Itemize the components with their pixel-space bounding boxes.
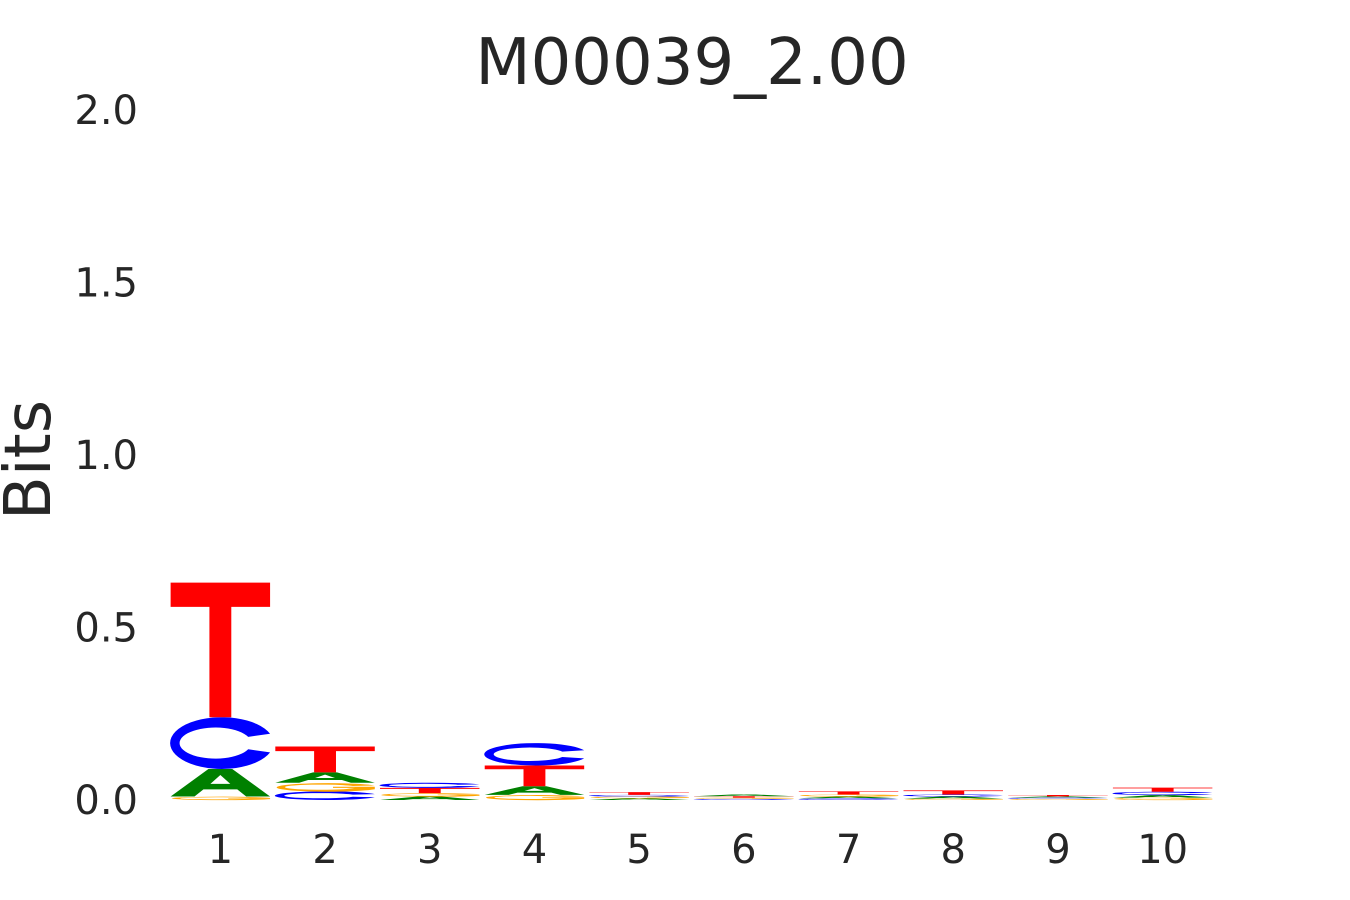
logo-letter-C bbox=[484, 743, 585, 766]
logo-letter-C bbox=[798, 798, 899, 800]
logo-column bbox=[484, 743, 585, 801]
y-tick-label: 0.0 bbox=[74, 778, 138, 824]
x-tick-label: 6 bbox=[731, 827, 756, 873]
y-tick-label: 0.5 bbox=[74, 606, 138, 652]
logo-letter-A bbox=[903, 796, 1003, 799]
logo-letter-T bbox=[694, 796, 794, 798]
logo-letter-A bbox=[798, 796, 899, 799]
logo-letter-T bbox=[798, 791, 899, 795]
logo-letter-A bbox=[275, 772, 375, 783]
logo-letter-G bbox=[800, 794, 899, 797]
y-axis-ticks: 0.0 0.5 1.0 1.5 2.0 bbox=[74, 88, 138, 824]
logo-column bbox=[1112, 787, 1213, 801]
x-tick-label: 8 bbox=[941, 827, 966, 873]
logo-column bbox=[1007, 795, 1108, 801]
logo-letter-C bbox=[693, 798, 794, 800]
logo-letter-T bbox=[380, 787, 480, 794]
logo-letter-C bbox=[588, 794, 689, 797]
y-tick-label: 1.5 bbox=[74, 261, 138, 307]
y-tick-label: 2.0 bbox=[74, 88, 138, 134]
y-tick-label: 1.0 bbox=[74, 433, 138, 479]
logo-letter-C bbox=[903, 794, 1003, 797]
logo-letter-G bbox=[904, 798, 1003, 801]
logo-letter-A bbox=[694, 794, 794, 797]
logo-letter-T bbox=[170, 582, 271, 718]
logo-letter-G bbox=[381, 793, 480, 797]
logo-letter-G bbox=[1009, 798, 1108, 801]
logo-letter-G bbox=[695, 797, 794, 799]
logo-letter-A bbox=[380, 796, 480, 800]
logo-letter-A bbox=[170, 768, 271, 797]
x-axis-ticks: 1 2 3 4 5 6 7 8 9 10 bbox=[208, 827, 1188, 873]
x-tick-label: 4 bbox=[522, 827, 547, 873]
logo-column bbox=[379, 782, 480, 800]
logo-letter-T bbox=[903, 790, 1003, 795]
logo-columns bbox=[170, 582, 1213, 801]
x-tick-label: 10 bbox=[1137, 827, 1188, 873]
x-tick-label: 9 bbox=[1045, 827, 1070, 873]
logo-letter-A bbox=[589, 798, 689, 800]
logo-letter-G bbox=[171, 796, 271, 801]
logo-column bbox=[903, 790, 1003, 801]
logo-letter-A bbox=[1008, 796, 1108, 798]
x-tick-label: 5 bbox=[626, 827, 651, 873]
logo-letter-C bbox=[274, 791, 375, 800]
logo-letter-T bbox=[1112, 787, 1213, 792]
x-tick-label: 2 bbox=[312, 827, 337, 873]
logo-letter-T bbox=[1008, 795, 1108, 797]
logo-letter-A bbox=[484, 786, 585, 795]
logo-letter-G bbox=[276, 783, 375, 792]
logo-letter-C bbox=[1007, 797, 1108, 799]
logo-letter-A bbox=[1112, 795, 1213, 798]
y-axis-label: Bits bbox=[0, 400, 66, 520]
logo-column bbox=[588, 792, 689, 800]
logo-letter-T bbox=[484, 765, 585, 787]
logo-letter-G bbox=[486, 795, 585, 801]
logo-letter-T bbox=[275, 746, 375, 773]
x-tick-label: 3 bbox=[417, 827, 442, 873]
chart-title: M00039_2.00 bbox=[475, 26, 908, 100]
logo-column bbox=[798, 791, 899, 800]
x-tick-label: 1 bbox=[208, 827, 233, 873]
logo-column bbox=[274, 746, 375, 800]
logo-letter-C bbox=[1112, 791, 1213, 796]
logo-letter-G bbox=[1114, 797, 1213, 801]
logo-letter-T bbox=[589, 792, 689, 795]
logo-column bbox=[170, 582, 271, 801]
x-tick-label: 7 bbox=[836, 827, 861, 873]
logo-letter-C bbox=[170, 717, 271, 769]
logo-letter-C bbox=[379, 782, 480, 788]
logo-letter-G bbox=[590, 796, 689, 799]
logo-column bbox=[693, 794, 794, 800]
